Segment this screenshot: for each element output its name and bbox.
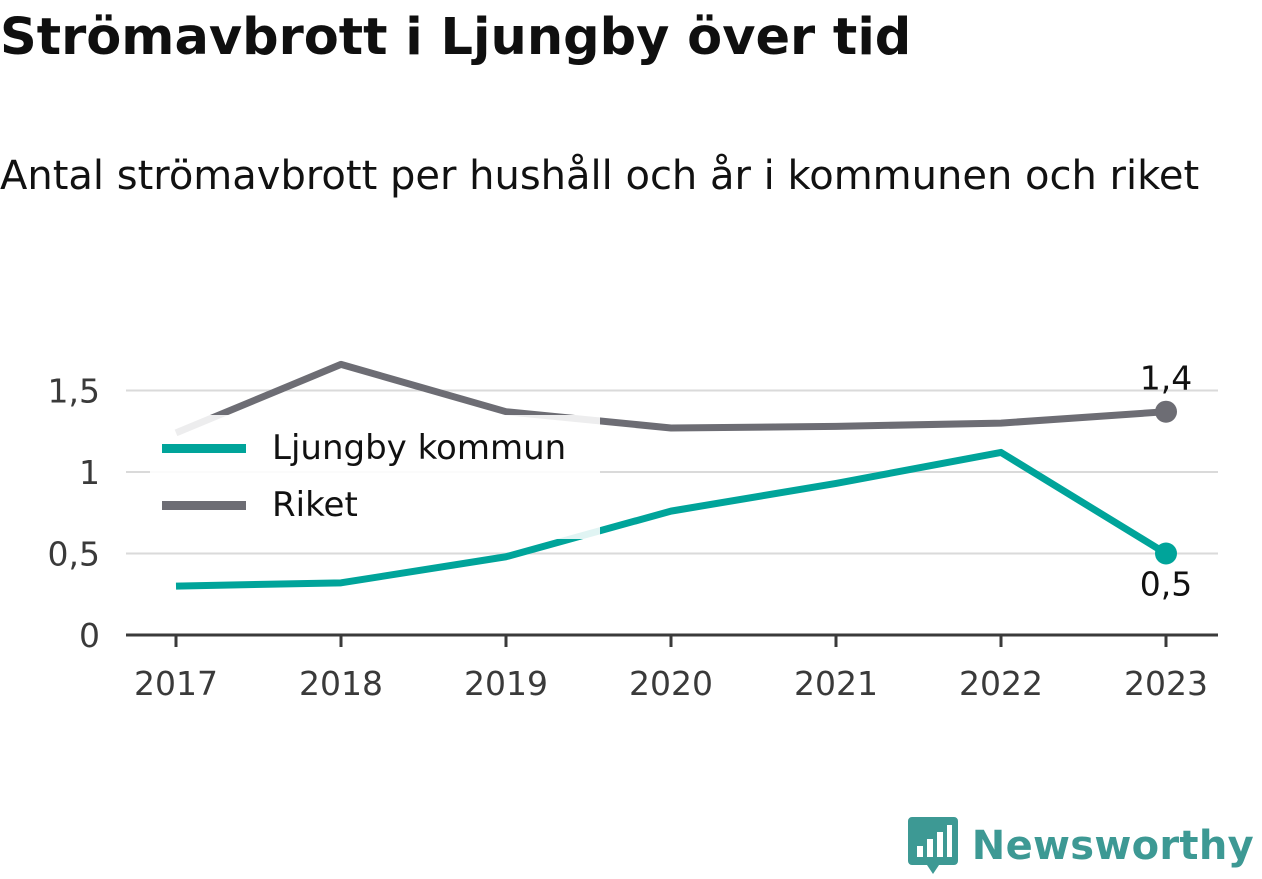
x-tick-label: 2018: [299, 664, 383, 703]
y-tick-label: 1: [79, 453, 100, 492]
legend-label-ljungby: Ljungby kommun: [272, 428, 567, 468]
x-tick-label: 2019: [464, 664, 548, 703]
y-tick-label: 1,5: [48, 372, 100, 411]
brand-logo: Newsworthy: [907, 817, 1254, 875]
y-tick-label: 0: [79, 616, 100, 655]
tick-labels: 0 0,5 1 1,5 2017 2018 2019 2020 2021 2022 2023 1,4 0…: [48, 359, 1208, 703]
x-tick-label: 2020: [629, 664, 713, 703]
series-line-ljungby: [175, 448, 1168, 590]
x-tick-label: 2021: [794, 664, 878, 703]
brand-name: Newsworthy: [971, 823, 1254, 869]
end-value-label-ljungby: 0,5: [1140, 565, 1192, 604]
legend-swatch-ljungby: [162, 443, 246, 453]
end-point-riket: [1155, 400, 1177, 423]
legend-swatch-riket: [162, 500, 246, 510]
newsworthy-logo-icon: [907, 817, 958, 874]
legend-item-riket: Riket: [162, 480, 358, 530]
x-tick-label: 2022: [959, 664, 1043, 703]
series-lines: [174, 360, 1177, 590]
legend-item-ljungby: Ljungby kommun: [162, 423, 566, 473]
series-line-riket: [174, 360, 1167, 437]
x-tick-label: 2023: [1124, 664, 1208, 703]
chart-subtitle: Antal strömavbrott per hushåll och år i …: [0, 153, 1200, 199]
x-axis: [126, 633, 1218, 647]
legend-label-riket: Riket: [272, 485, 358, 525]
y-tick-label: 0,5: [48, 535, 100, 574]
chart-title: Strömavbrott i Ljungby över tid: [0, 8, 912, 67]
end-value-label-riket: 1,4: [1140, 359, 1192, 398]
end-point-ljungby: [1155, 542, 1177, 565]
x-tick-label: 2017: [134, 664, 218, 703]
chart-legend: Ljungby kommun Riket: [150, 415, 600, 539]
